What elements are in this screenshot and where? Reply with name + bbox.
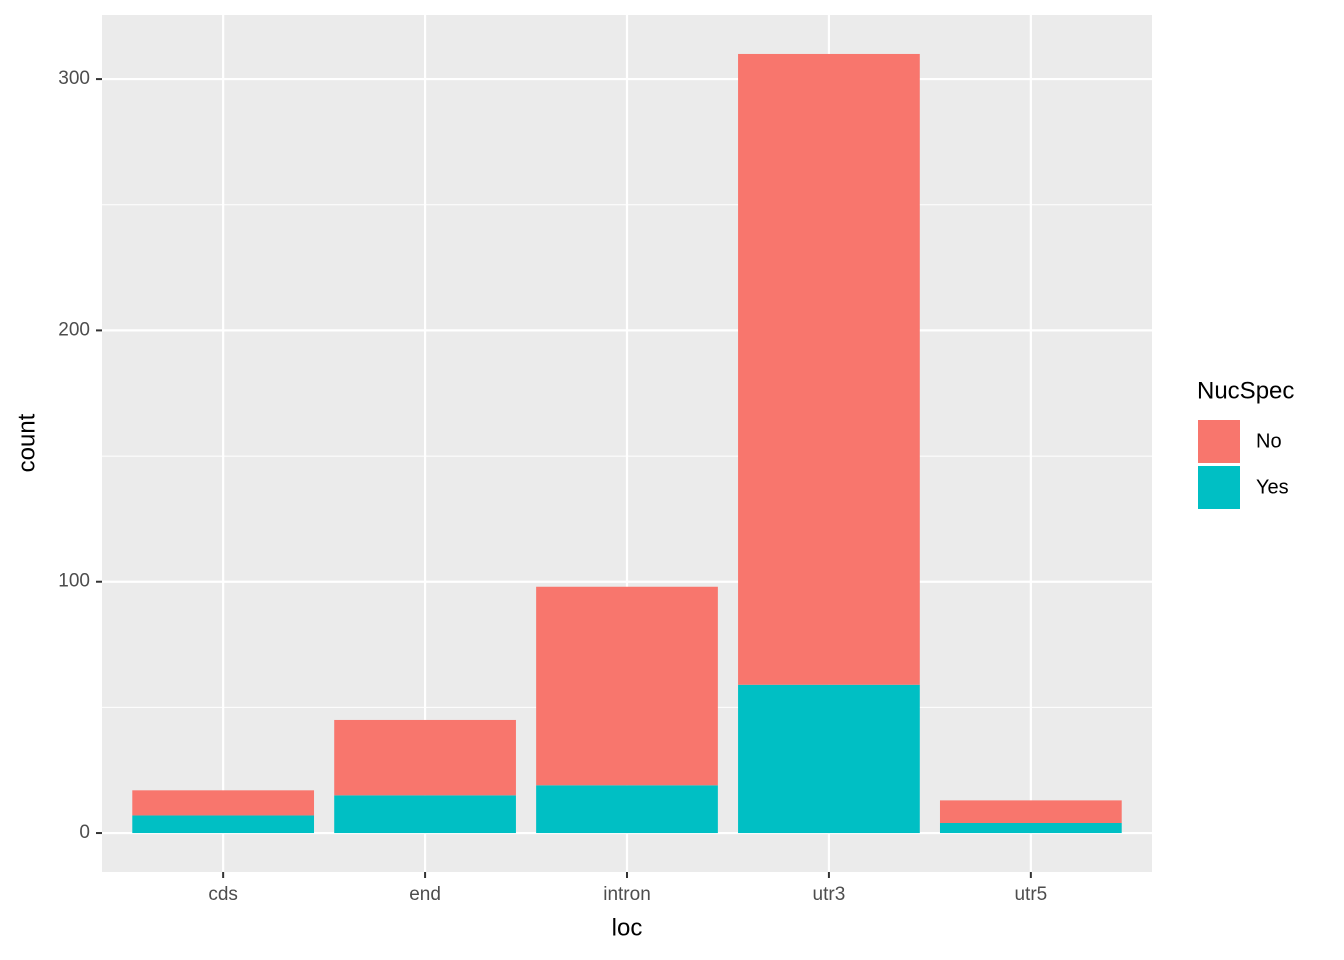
bar-segment: [939, 800, 1122, 823]
bar-segment: [132, 815, 315, 834]
x-tick-label: utr5: [1014, 884, 1047, 905]
x-axis-title: loc: [612, 914, 643, 941]
bar-segment: [536, 785, 718, 834]
bar-segment: [536, 586, 718, 786]
bar-segment: [738, 684, 920, 834]
x-tick-label: utr3: [813, 884, 846, 905]
y-tick-label: 100: [58, 571, 90, 592]
x-tick-label: cds: [208, 884, 238, 905]
y-tick-label: 300: [58, 68, 90, 89]
y-axis-title: count: [13, 413, 40, 472]
bar-segment: [334, 795, 516, 834]
bar-segment: [334, 719, 516, 796]
y-tick-label: 200: [58, 319, 90, 340]
bar-segment: [738, 53, 920, 685]
x-tick-label: end: [409, 884, 441, 905]
legend-key: [1198, 466, 1240, 509]
x-tick-label: intron: [603, 884, 651, 905]
legend-key: [1198, 420, 1240, 463]
bar-segment: [132, 790, 315, 816]
legend-label: No: [1256, 430, 1282, 452]
legend-title: NucSpec: [1197, 377, 1294, 404]
bar-segment: [939, 822, 1122, 834]
legend-label: Yes: [1256, 476, 1289, 498]
y-tick-label: 0: [79, 822, 90, 843]
